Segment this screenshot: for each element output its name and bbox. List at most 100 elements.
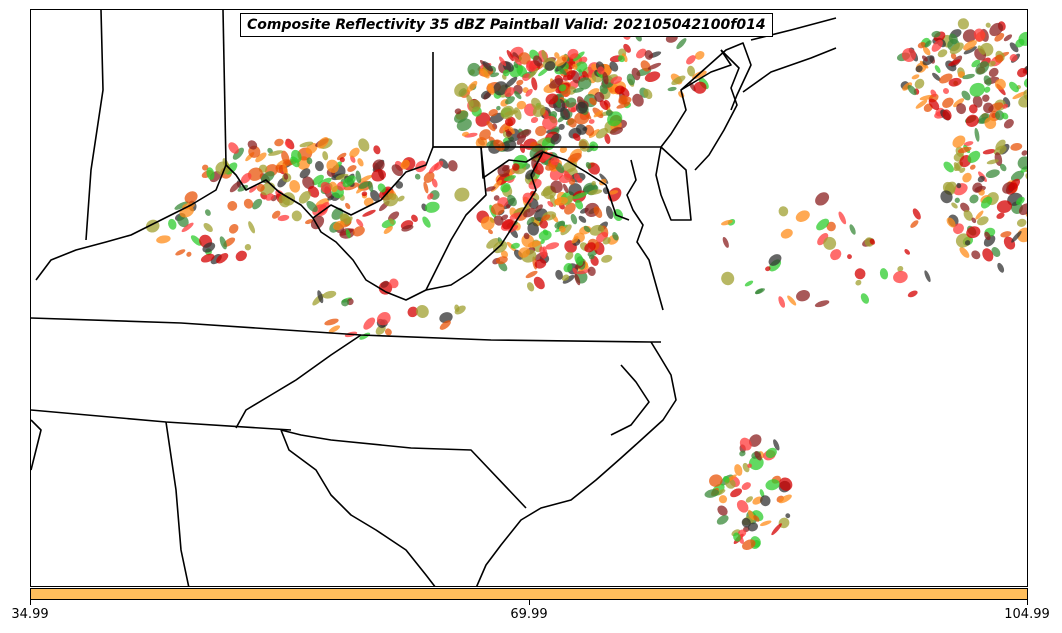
indiana-border [222, 10, 227, 166]
reflectivity-blob [252, 198, 263, 210]
reflectivity-blob [232, 147, 244, 160]
reflectivity-blob [721, 219, 733, 226]
reflectivity-blob [971, 250, 981, 260]
reflectivity-blob [930, 89, 937, 97]
sc-coast-ga [280, 429, 436, 586]
reflectivity-blob [739, 437, 752, 451]
reflectivity-blob [510, 242, 520, 249]
reflectivity-blob [363, 317, 376, 330]
reflectivity-blob [558, 225, 566, 233]
reflectivity-blob [545, 93, 559, 105]
reflectivity-blob [454, 108, 462, 115]
reflectivity-blob [977, 45, 986, 55]
reflectivity-blob [1017, 156, 1027, 170]
nc-tn-border [235, 334, 362, 429]
reflectivity-blob [518, 52, 531, 65]
reflectivity-blob [488, 229, 493, 235]
reflectivity-blob [202, 242, 216, 253]
reflectivity-blob [411, 214, 418, 222]
reflectivity-blob [358, 175, 373, 183]
reflectivity-blob [787, 295, 797, 306]
reflectivity-blob [948, 77, 962, 87]
reflectivity-blob [796, 290, 810, 302]
reflectivity-blob [380, 280, 389, 288]
reflectivity-blob [988, 67, 999, 78]
reflectivity-blob [599, 100, 609, 110]
reflectivity-blob [647, 62, 662, 70]
reflectivity-blob [957, 71, 965, 79]
reflectivity-blob [759, 520, 772, 527]
reflectivity-blob [748, 434, 762, 447]
reflectivity-blob [977, 175, 985, 183]
reflectivity-blob [554, 52, 560, 59]
reflectivity-blob [830, 249, 842, 261]
reflectivity-blob [854, 268, 866, 280]
reflectivity-blob [915, 65, 923, 73]
reflectivity-blob [959, 247, 970, 258]
reflectivity-blob [567, 152, 582, 163]
reflectivity-blob [815, 192, 830, 206]
reflectivity-blob [299, 141, 314, 148]
reflectivity-blob [644, 71, 661, 82]
reflectivity-blob [522, 73, 531, 81]
reflectivity-blob [754, 451, 762, 461]
reflectivity-blob [282, 163, 288, 176]
reflectivity-blob [626, 73, 636, 86]
reflectivity-blob [982, 94, 990, 102]
reflectivity-blob [897, 265, 904, 272]
reflectivity-blob [467, 62, 481, 77]
reflectivity-blob [588, 119, 595, 124]
reflectivity-blob [447, 160, 458, 172]
reflectivity-blob [962, 29, 977, 43]
reflectivity-blob [985, 169, 1000, 179]
reflectivity-blob [814, 300, 830, 308]
reflectivity-blob [454, 305, 466, 315]
reflectivity-blob [946, 217, 956, 228]
chesapeake-bay [626, 159, 664, 311]
reflectivity-blob [982, 102, 994, 114]
reflectivity-blob [512, 163, 520, 171]
reflectivity-blob [345, 202, 351, 210]
reflectivity-blob [479, 68, 490, 79]
reflectivity-blob [602, 237, 611, 245]
reflectivity-blob [902, 82, 913, 91]
reflectivity-blob [544, 61, 556, 71]
reflectivity-blob [298, 190, 311, 204]
reflectivity-blob [281, 150, 290, 164]
reflectivity-blob [694, 51, 705, 60]
reflectivity-blob [248, 221, 256, 234]
reflectivity-blob [765, 447, 777, 459]
reflectivity-blob [539, 219, 549, 229]
reflectivity-blob [742, 539, 756, 550]
reflectivity-blob [602, 71, 609, 85]
reflectivity-blob [924, 270, 931, 283]
reflectivity-blob [575, 124, 587, 135]
colorbar-tick-label-min: 34.99 [11, 607, 49, 622]
reflectivity-blob [963, 209, 973, 221]
reflectivity-blob [591, 181, 596, 186]
reflectivity-blob [1009, 81, 1019, 93]
reflectivity-blob [795, 210, 810, 222]
reflectivity-blob [709, 474, 723, 487]
reflectivity-blob [934, 65, 941, 74]
reflectivity-blob [570, 213, 578, 225]
reflectivity-blob [542, 115, 558, 130]
reflectivity-blob [359, 332, 371, 340]
reflectivity-blob [575, 61, 588, 73]
reflectivity-blob [943, 161, 954, 173]
reflectivity-blob [565, 251, 574, 260]
reflectivity-blob [547, 200, 554, 208]
reflectivity-blob [860, 293, 870, 304]
reflectivity-blob [1012, 91, 1027, 100]
reflectivity-blob [1002, 103, 1009, 109]
reflectivity-blob [204, 209, 211, 216]
reflectivity-blob [1009, 42, 1019, 53]
reflectivity-blob [588, 129, 600, 138]
reflectivity-blob [317, 137, 329, 149]
reflectivity-blob [312, 174, 324, 186]
reflectivity-blob [765, 266, 771, 272]
reflectivity-blob [317, 290, 324, 304]
reflectivity-blob [780, 228, 793, 239]
reflectivity-blob [383, 193, 399, 207]
reflectivity-blob [550, 180, 563, 194]
